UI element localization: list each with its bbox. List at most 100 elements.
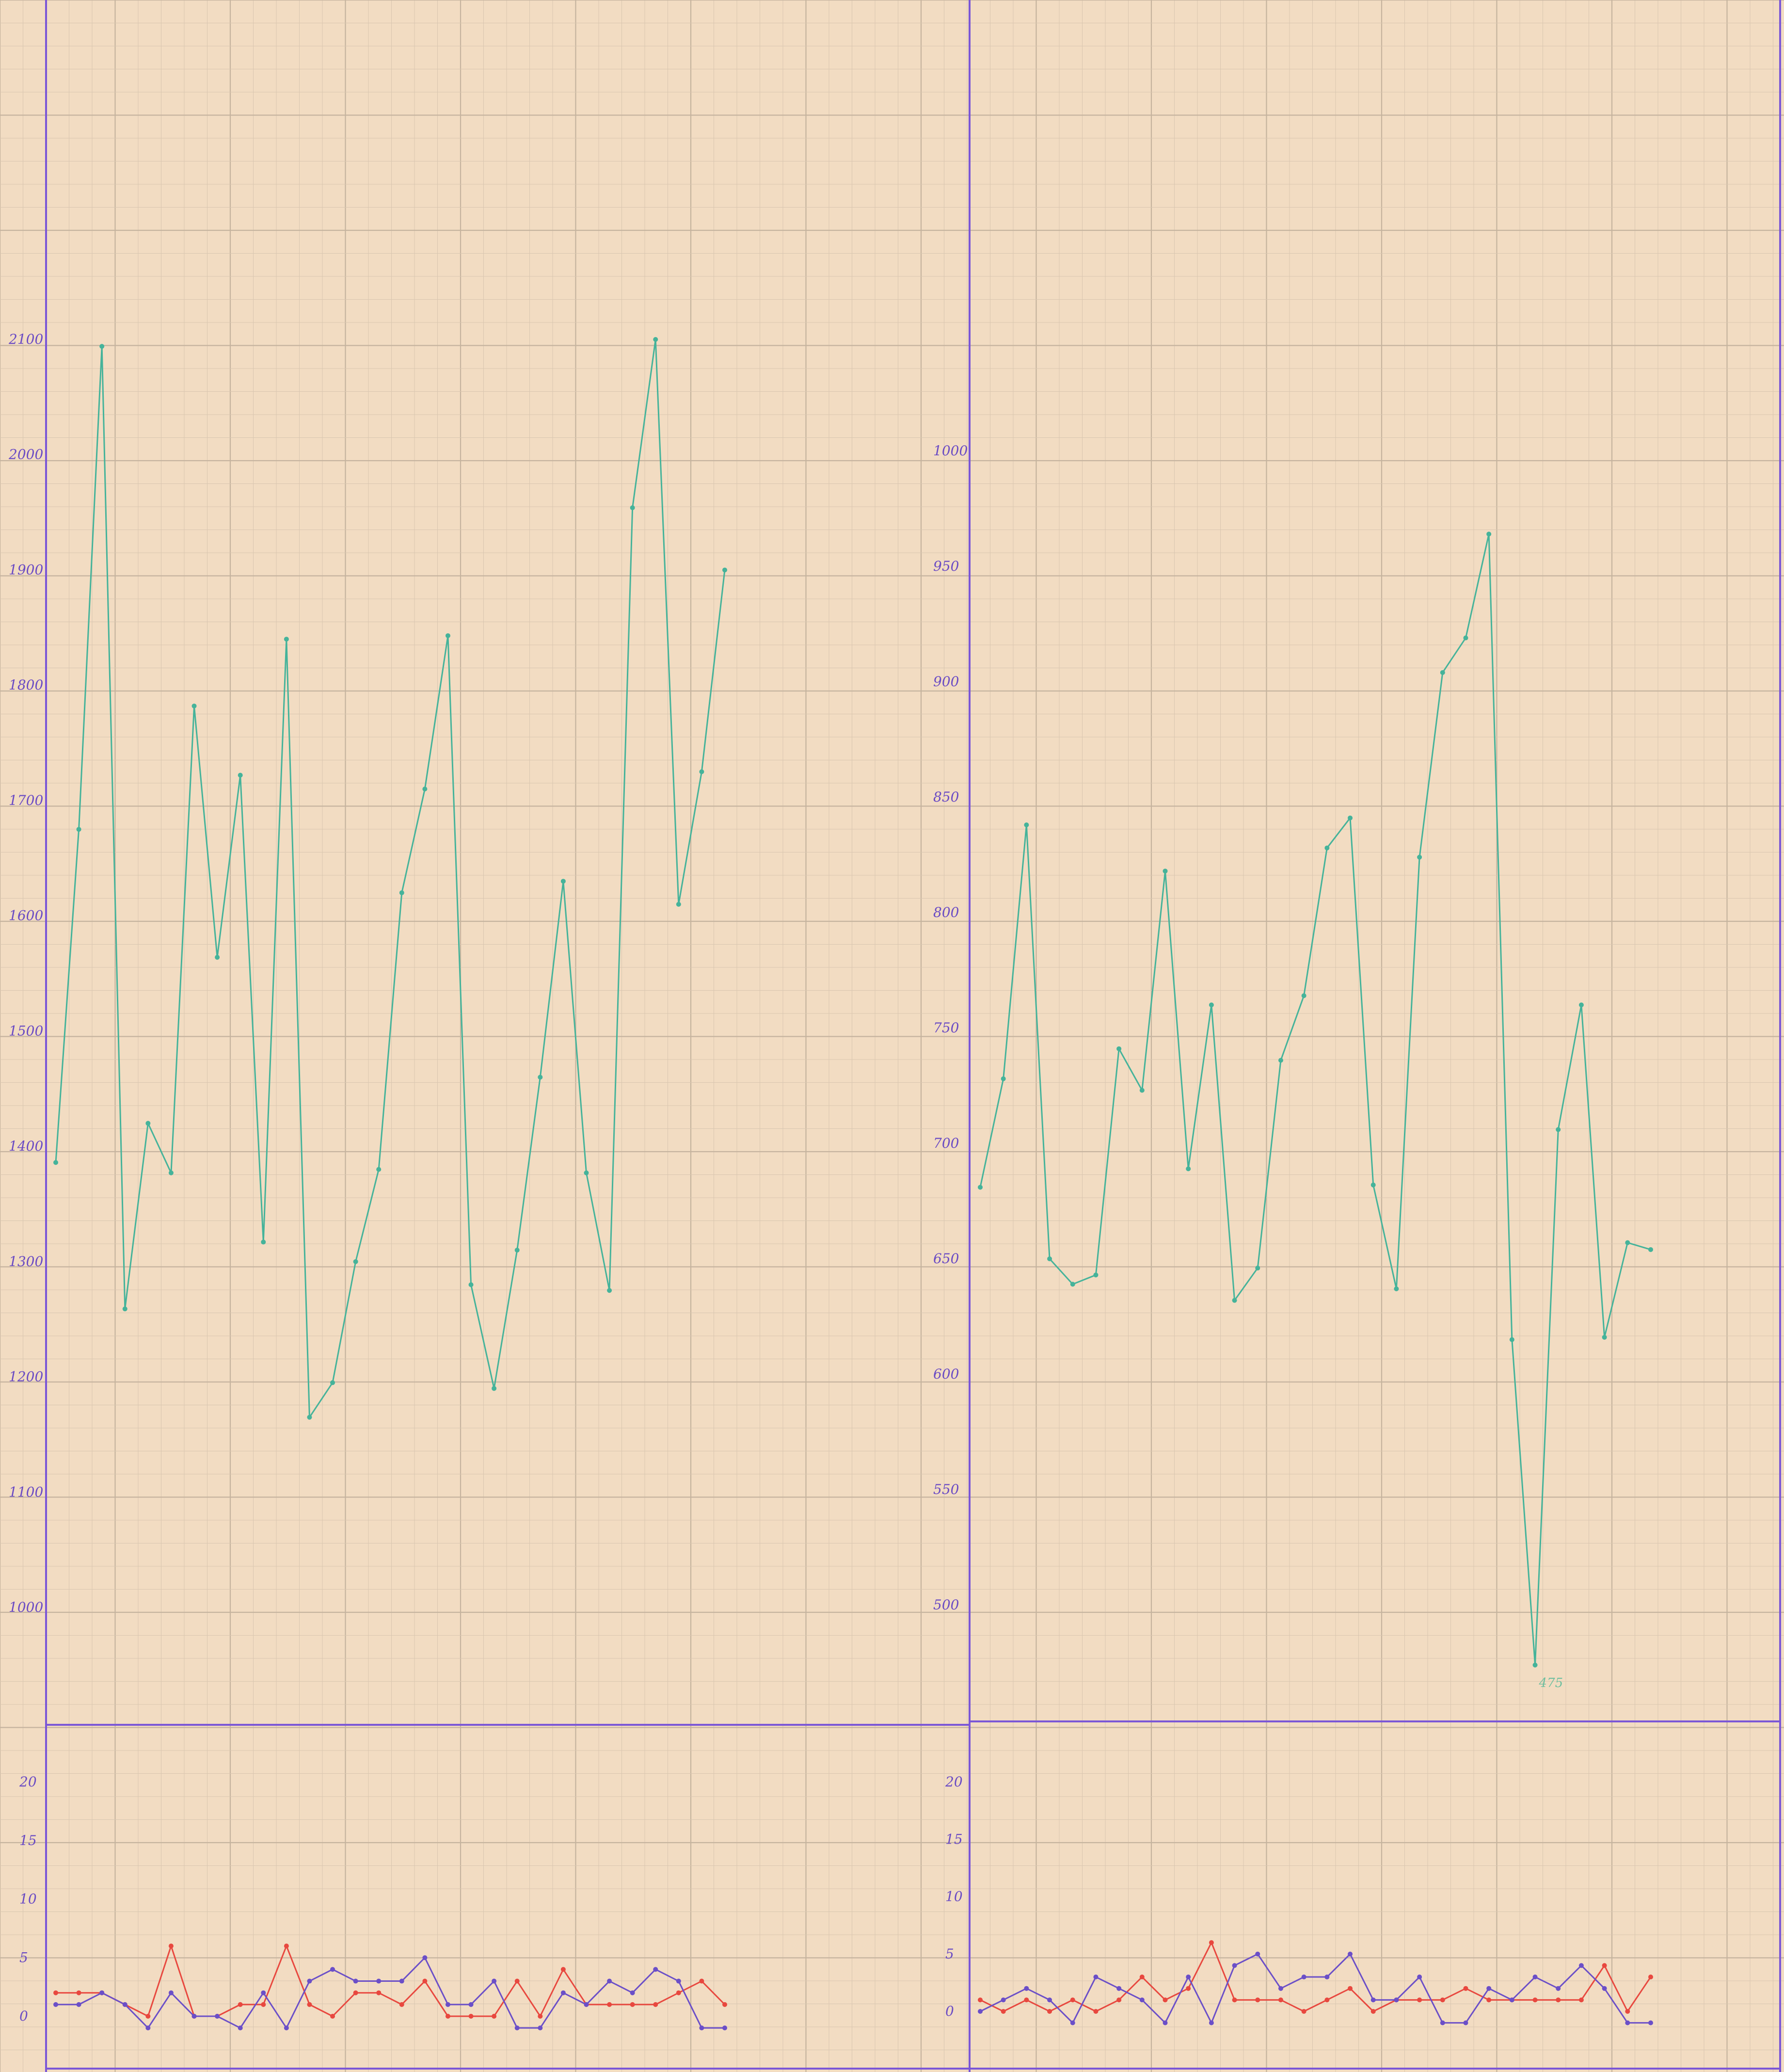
data-point	[1186, 1166, 1191, 1172]
data-point	[1625, 2020, 1630, 2025]
data-point	[1648, 1247, 1653, 1252]
data-point	[1324, 1997, 1330, 2003]
y-tick-label: 1800	[9, 677, 43, 693]
data-point	[307, 1414, 312, 1420]
data-point	[307, 1978, 312, 1984]
y-tick-label: 5	[19, 1949, 28, 1965]
data-point	[284, 1944, 289, 1949]
y-tick-label: 15	[945, 1831, 963, 1847]
y-tick-label: 800	[933, 904, 959, 920]
data-point	[630, 2002, 635, 2007]
data-point	[1232, 1963, 1237, 1968]
data-point	[168, 1170, 174, 1175]
data-point	[1301, 1975, 1306, 1980]
series-line-teal	[979, 533, 1651, 1666]
data-point	[1556, 1986, 1561, 1991]
y-tick-label: 1200	[9, 1369, 43, 1385]
data-point	[1209, 1002, 1214, 1008]
data-point	[168, 1944, 174, 1949]
y-tick-label: 2000	[8, 447, 43, 463]
right-lower-chart: 0 5 10 15 20	[945, 1774, 1653, 2025]
data-point	[492, 2014, 497, 2019]
data-point	[1602, 1963, 1607, 1968]
data-point	[1648, 1975, 1653, 1980]
data-point	[1255, 1997, 1260, 2003]
annotation-label: 475	[1539, 1676, 1563, 1690]
left-lower-chart: 0 5 10 15 20	[19, 1774, 727, 2031]
data-point	[261, 1239, 266, 1245]
y-tick-label: 550	[933, 1481, 959, 1497]
data-point	[1648, 2020, 1653, 2025]
data-point	[1209, 2020, 1214, 2025]
data-point	[978, 1185, 983, 1190]
data-point	[238, 2025, 243, 2031]
data-point	[1394, 1997, 1399, 2003]
data-point	[607, 1288, 612, 1293]
data-point	[445, 633, 450, 638]
data-point	[261, 2002, 266, 2007]
data-point	[468, 2002, 474, 2007]
data-point	[630, 1990, 635, 1995]
data-point	[1093, 1975, 1099, 1980]
data-point	[1440, 2020, 1445, 2025]
data-point	[1486, 531, 1492, 537]
right-upper-chart: 500 550 600 650 700 750 800 850 900 950 1000 475	[933, 443, 1653, 1690]
data-point	[1417, 1975, 1422, 1980]
data-point	[145, 1121, 151, 1126]
data-point	[722, 2025, 727, 2031]
data-point	[376, 1990, 382, 1995]
y-tick-label: 900	[933, 674, 959, 690]
data-point	[1348, 1986, 1353, 1991]
data-point	[53, 1990, 58, 1995]
data-point	[1139, 1975, 1145, 1980]
y-tick-label: 1100	[9, 1484, 43, 1500]
y-tick-label: 1500	[9, 1023, 43, 1039]
data-point	[1070, 1282, 1075, 1287]
data-point	[468, 1282, 474, 1287]
data-point	[653, 1967, 658, 1972]
data-point	[1278, 1058, 1283, 1063]
data-point	[1186, 1986, 1191, 1991]
data-point	[584, 1170, 589, 1175]
data-point	[514, 2025, 520, 2031]
data-point	[1024, 1986, 1029, 1991]
data-point	[676, 901, 681, 907]
data-point	[353, 1978, 358, 1984]
data-point	[676, 1978, 681, 1984]
data-point	[53, 1160, 58, 1165]
data-point	[76, 2002, 81, 2007]
data-point	[560, 879, 566, 884]
data-point	[1001, 1997, 1006, 2003]
data-point	[538, 2014, 543, 2019]
data-point	[1116, 1046, 1122, 1051]
data-point	[1116, 1986, 1122, 1991]
data-point	[514, 1978, 520, 1984]
data-point	[1301, 993, 1306, 998]
data-point	[445, 2014, 450, 2019]
data-point	[538, 2025, 543, 2031]
data-point	[676, 1990, 681, 1995]
data-point	[1578, 1963, 1584, 1968]
data-point	[607, 1978, 612, 1984]
data-point	[1047, 1256, 1052, 1261]
data-point	[1255, 1951, 1260, 1957]
data-point	[1186, 1975, 1191, 1980]
data-point	[99, 344, 105, 349]
data-point	[1486, 1997, 1492, 2003]
data-point	[722, 2002, 727, 2007]
data-point	[1532, 1975, 1538, 1980]
y-tick-label: 750	[933, 1020, 959, 1036]
data-point	[145, 2014, 151, 2019]
data-point	[1348, 1951, 1353, 1957]
data-point	[1301, 2009, 1306, 2014]
data-point	[468, 2014, 474, 2019]
data-point	[1047, 1997, 1052, 2003]
y-tick-label: 1000	[9, 1599, 43, 1615]
y-tick-label: 0	[945, 2003, 954, 2019]
data-point	[1093, 2009, 1099, 2014]
data-point	[330, 1380, 335, 1385]
data-point	[307, 2002, 312, 2007]
data-point	[215, 2014, 220, 2019]
data-point	[76, 827, 81, 832]
data-point	[1324, 845, 1330, 851]
